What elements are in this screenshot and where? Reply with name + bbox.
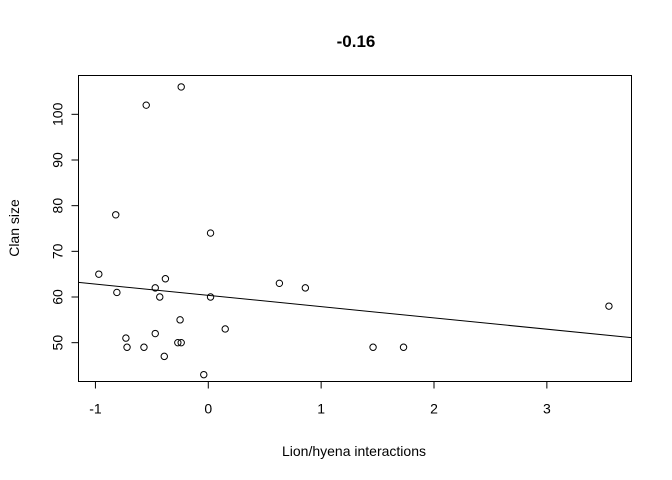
- data-point: [95, 270, 103, 278]
- data-point: [177, 338, 185, 347]
- data-point: [206, 229, 215, 237]
- x-tick-label: 3: [543, 401, 551, 417]
- x-tick-label: 1: [317, 401, 325, 417]
- y-tick-label: 80: [50, 198, 66, 214]
- regression-line: [78, 281, 632, 339]
- y-axis: 50 60 70 80 90 100: [50, 102, 79, 350]
- data-point: [301, 284, 310, 292]
- data-point: [177, 83, 185, 91]
- data-point: [123, 343, 131, 351]
- y-tick-label: 70: [50, 243, 66, 259]
- y-tick-label: 60: [50, 289, 66, 305]
- data-point: [156, 293, 164, 301]
- data-point: [151, 329, 159, 338]
- y-axis-label: Clan size: [6, 199, 22, 257]
- data-point: [142, 101, 150, 109]
- data-point: [160, 352, 168, 361]
- data-point: [221, 325, 229, 333]
- data-point: [369, 343, 377, 351]
- x-axis-label: Lion/hyena interactions: [282, 443, 426, 459]
- data-point: [122, 334, 130, 342]
- x-tick-label: 0: [204, 401, 212, 417]
- data-point: [174, 338, 182, 347]
- data-point: [151, 284, 159, 292]
- data-point: [112, 211, 120, 219]
- data-point: [200, 370, 208, 379]
- x-tick-label: 2: [430, 401, 438, 417]
- data-point: [140, 343, 148, 351]
- data-points: [95, 83, 613, 379]
- data-point: [206, 293, 215, 301]
- data-point: [275, 279, 284, 288]
- data-point: [113, 288, 121, 297]
- data-point: [161, 275, 170, 283]
- y-tick-label: 50: [50, 335, 66, 351]
- plot-frame: [78, 75, 632, 382]
- y-tick-label: 100: [50, 102, 66, 126]
- chart-title: -0.16: [337, 32, 376, 51]
- x-axis: -1 0 1 2 3: [89, 381, 551, 417]
- data-point: [605, 302, 613, 310]
- data-point: [176, 316, 184, 324]
- data-point: [399, 343, 408, 351]
- x-tick-label: -1: [89, 401, 102, 417]
- y-tick-label: 90: [50, 152, 66, 168]
